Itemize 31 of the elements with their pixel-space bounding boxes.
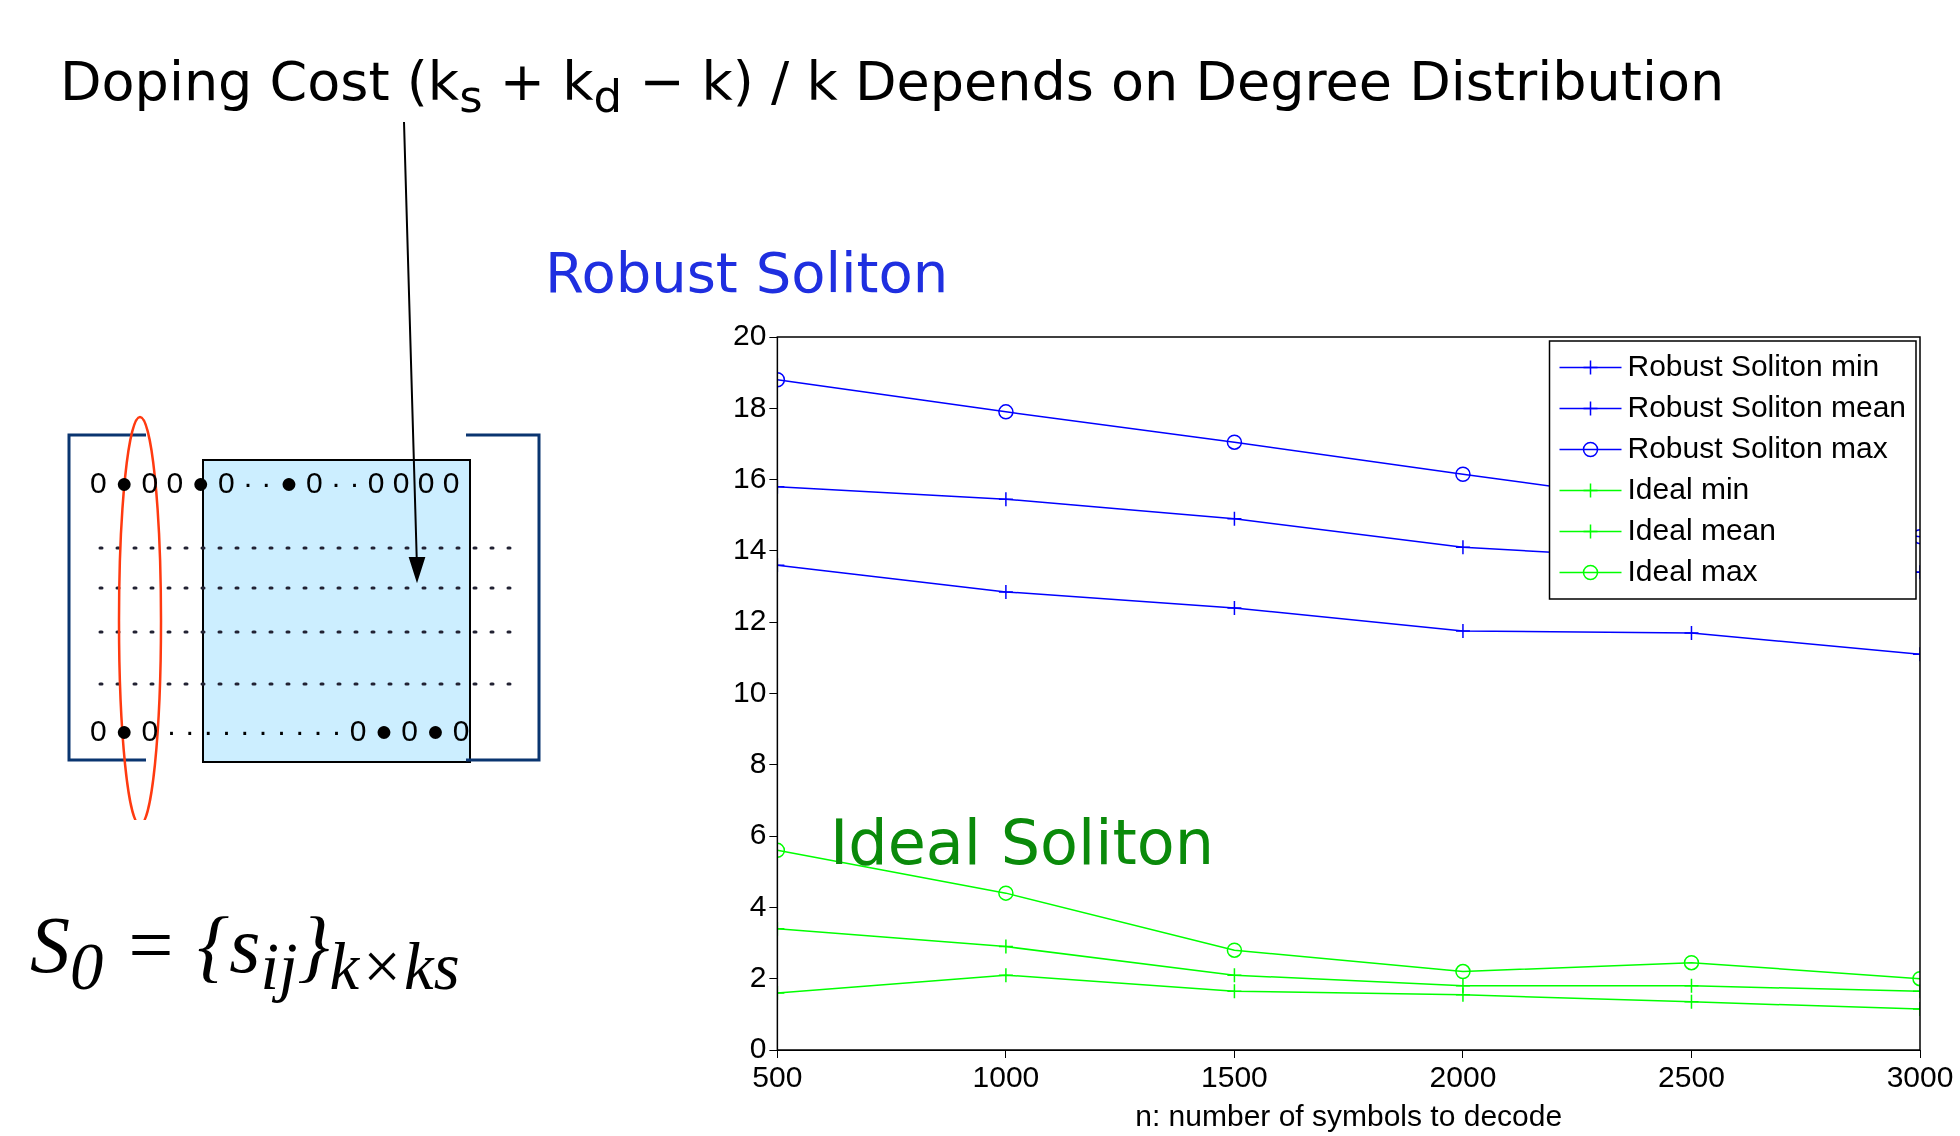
legend-label: Robust Soliton min (1627, 348, 1880, 382)
legend-label: Ideal max (1627, 553, 1758, 587)
text: S$_{0}$ = {s$_{ij}$}$_{k×ks}$ (30, 900, 460, 1005)
text: Robust Soliton (545, 240, 949, 305)
x-axis-title: n: number of symbols to decode (1135, 1099, 1563, 1133)
point (1226, 942, 1243, 958)
legend-label: Robust Soliton max (1627, 430, 1888, 464)
y-tick-label: 20 (732, 318, 767, 352)
x-tick-label: 2500 (1658, 1060, 1725, 1094)
y-tick-label: 14 (732, 532, 767, 566)
x-tick-label: 2000 (1429, 1060, 1497, 1094)
y-tick-label: 8 (749, 746, 767, 780)
y-tick-label: 12 (732, 603, 767, 637)
y-tick-label: 16 (732, 460, 767, 494)
legend-label: Ideal min (1627, 471, 1750, 505)
point (1226, 434, 1243, 450)
annotation: Ideal Soliton (830, 806, 1214, 879)
x-tick-label: 1000 (972, 1060, 1040, 1094)
y-tick-label: 18 (732, 389, 767, 423)
point (1455, 963, 1471, 980)
x-tick-label: 3000 (1886, 1060, 1954, 1094)
y-tick-label: 4 (749, 888, 767, 922)
y-tick-label: 6 (749, 817, 767, 851)
legend-label: Ideal mean (1627, 512, 1776, 546)
y-tick-label: 10 (732, 674, 767, 708)
point (1226, 983, 1243, 999)
y-tick-label: 2 (749, 959, 767, 993)
legend-label: Robust Soliton mean (1627, 389, 1906, 423)
point (1455, 466, 1471, 482)
x-tick-label: 1500 (1201, 1060, 1268, 1094)
chart-title: Doping Cost (k$_{s}$ + k$_{d}$ − k) / k Depends on Degree Distribution (60, 50, 1726, 123)
